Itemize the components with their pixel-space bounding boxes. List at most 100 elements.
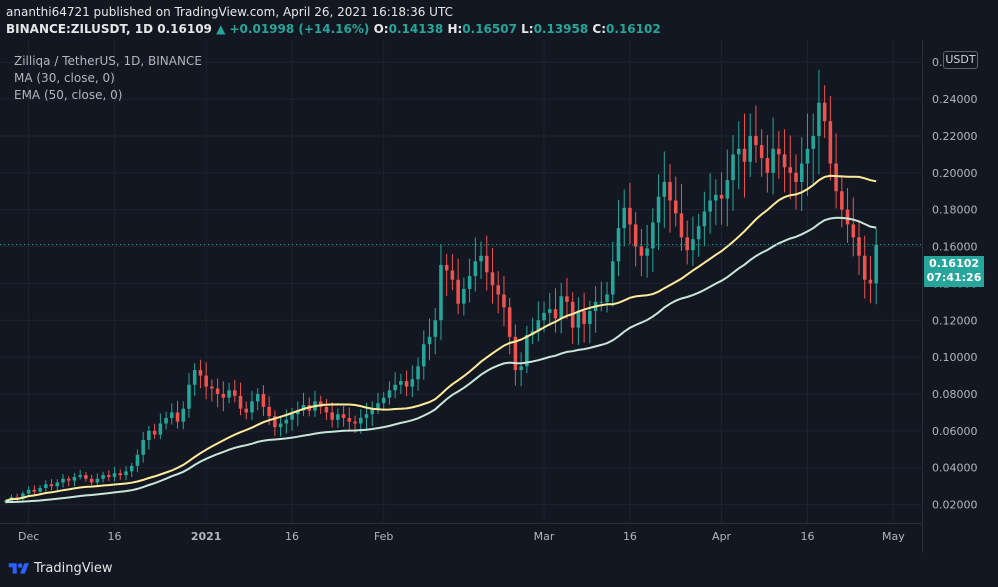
candle-body bbox=[147, 430, 151, 441]
candle-body bbox=[78, 475, 82, 477]
tradingview-logo-icon[interactable] bbox=[8, 561, 30, 577]
candle-body bbox=[605, 294, 609, 302]
candle-body bbox=[519, 366, 523, 371]
legend-ema[interactable]: EMA (50, close, 0) bbox=[14, 88, 123, 102]
candle-body bbox=[777, 148, 781, 155]
candle-body bbox=[238, 395, 243, 409]
currency-badge[interactable]: USDT bbox=[943, 51, 978, 69]
candle-body bbox=[736, 148, 741, 155]
candle-body bbox=[278, 423, 283, 428]
candle-body bbox=[353, 421, 357, 424]
candle-body bbox=[525, 335, 529, 367]
candle-body bbox=[553, 309, 558, 319]
candle-body bbox=[101, 475, 105, 479]
candle-body bbox=[32, 489, 37, 492]
candle-body bbox=[565, 296, 569, 302]
time-tick-label: 16 bbox=[285, 530, 299, 543]
tradingview-brand[interactable]: TradingView bbox=[34, 561, 113, 576]
candle-body bbox=[175, 412, 180, 422]
candle-body bbox=[210, 386, 214, 389]
candle-body bbox=[622, 207, 626, 229]
candle-body bbox=[215, 388, 220, 394]
candle-body bbox=[748, 135, 752, 162]
candle-body bbox=[422, 344, 426, 367]
price-chart[interactable]: 0.02000 0.04000 0.06000 0.08000 0.10000 0.120… bbox=[0, 40, 998, 553]
candle-body bbox=[610, 261, 615, 295]
candle-body bbox=[628, 207, 632, 225]
up-triangle-icon: ▲ bbox=[216, 22, 226, 36]
chart-legend: Zilliqa / TetherUS, 1D, BINANCE MA (30, … bbox=[14, 53, 202, 104]
candle-body bbox=[89, 478, 94, 483]
candle-body bbox=[318, 401, 323, 407]
candle-body bbox=[496, 285, 500, 295]
candle-body bbox=[250, 401, 254, 413]
footer: TradingView bbox=[0, 553, 998, 587]
candle-body bbox=[862, 255, 867, 280]
candle-body bbox=[336, 414, 340, 420]
candle-body bbox=[72, 476, 77, 481]
chart-header: ananthi64721 published on TradingView.co… bbox=[6, 4, 661, 40]
candle-body bbox=[868, 279, 873, 284]
close-label: C: bbox=[592, 22, 607, 36]
low-value: 0.13958 bbox=[533, 22, 589, 36]
time-tick-label: Feb bbox=[374, 530, 393, 543]
candle-body bbox=[639, 246, 644, 256]
high-label: H: bbox=[447, 22, 463, 36]
candle-body bbox=[685, 237, 689, 251]
candle-body bbox=[324, 406, 329, 413]
candle-body bbox=[742, 148, 747, 162]
candle-body bbox=[404, 381, 409, 387]
candle-body bbox=[754, 135, 758, 146]
price-tick-label: 0.06000 bbox=[932, 425, 978, 438]
candle-body bbox=[112, 473, 117, 477]
candle-body bbox=[651, 222, 655, 249]
candle-body bbox=[376, 403, 380, 409]
candle-body bbox=[244, 408, 249, 413]
open-value: 0.14138 bbox=[388, 22, 444, 36]
candle-body bbox=[255, 393, 260, 402]
time-tick-label: Dec bbox=[18, 530, 39, 543]
legend-title[interactable]: Zilliqa / TetherUS, 1D, BINANCE bbox=[14, 54, 202, 68]
candle-body bbox=[427, 336, 432, 345]
candle-body bbox=[719, 194, 724, 199]
candle-body bbox=[204, 375, 208, 387]
candle-body bbox=[370, 408, 375, 415]
time-tick-label: May bbox=[882, 530, 905, 543]
candle-body bbox=[828, 121, 833, 164]
price-tick-label: 0.24000 bbox=[932, 93, 978, 106]
candle-body bbox=[817, 102, 821, 136]
candle-body bbox=[708, 200, 712, 212]
candle-body bbox=[788, 167, 793, 173]
symbol-label: BINANCE:ZILUSDT, 1D bbox=[6, 22, 154, 36]
ma-30-line bbox=[5, 174, 877, 502]
candle-body bbox=[21, 493, 25, 500]
legend-ma[interactable]: MA (30, close, 0) bbox=[14, 71, 115, 85]
candle-body bbox=[359, 417, 363, 424]
candle-body bbox=[273, 416, 277, 428]
candle-body bbox=[679, 213, 684, 238]
candle-body bbox=[662, 182, 667, 197]
candle-body bbox=[822, 102, 827, 122]
published-line: ananthi64721 published on TradingView.co… bbox=[6, 5, 453, 19]
candle-body bbox=[261, 393, 266, 407]
open-label: O: bbox=[373, 22, 389, 36]
candle-body bbox=[834, 163, 838, 192]
candle-body bbox=[26, 489, 31, 494]
candle-body bbox=[714, 194, 718, 201]
candle-body bbox=[290, 414, 294, 420]
candle-body bbox=[559, 296, 563, 319]
close-value: 0.16102 bbox=[606, 22, 661, 36]
last-price-tag-value: 0.16102 bbox=[928, 257, 980, 270]
candle-body bbox=[456, 279, 460, 304]
candle-body bbox=[507, 307, 512, 337]
candle-body bbox=[118, 473, 123, 476]
price-tick-label: 0.22000 bbox=[932, 130, 978, 143]
candle-body bbox=[582, 311, 586, 324]
last-price-tag-countdown: 07:41:26 bbox=[926, 271, 982, 284]
candle-body bbox=[874, 244, 878, 284]
ema-50-line bbox=[5, 216, 877, 504]
candle-body bbox=[38, 487, 42, 492]
time-tick-label: Apr bbox=[712, 530, 732, 543]
candle-body bbox=[152, 430, 157, 435]
candle-body bbox=[416, 366, 420, 380]
